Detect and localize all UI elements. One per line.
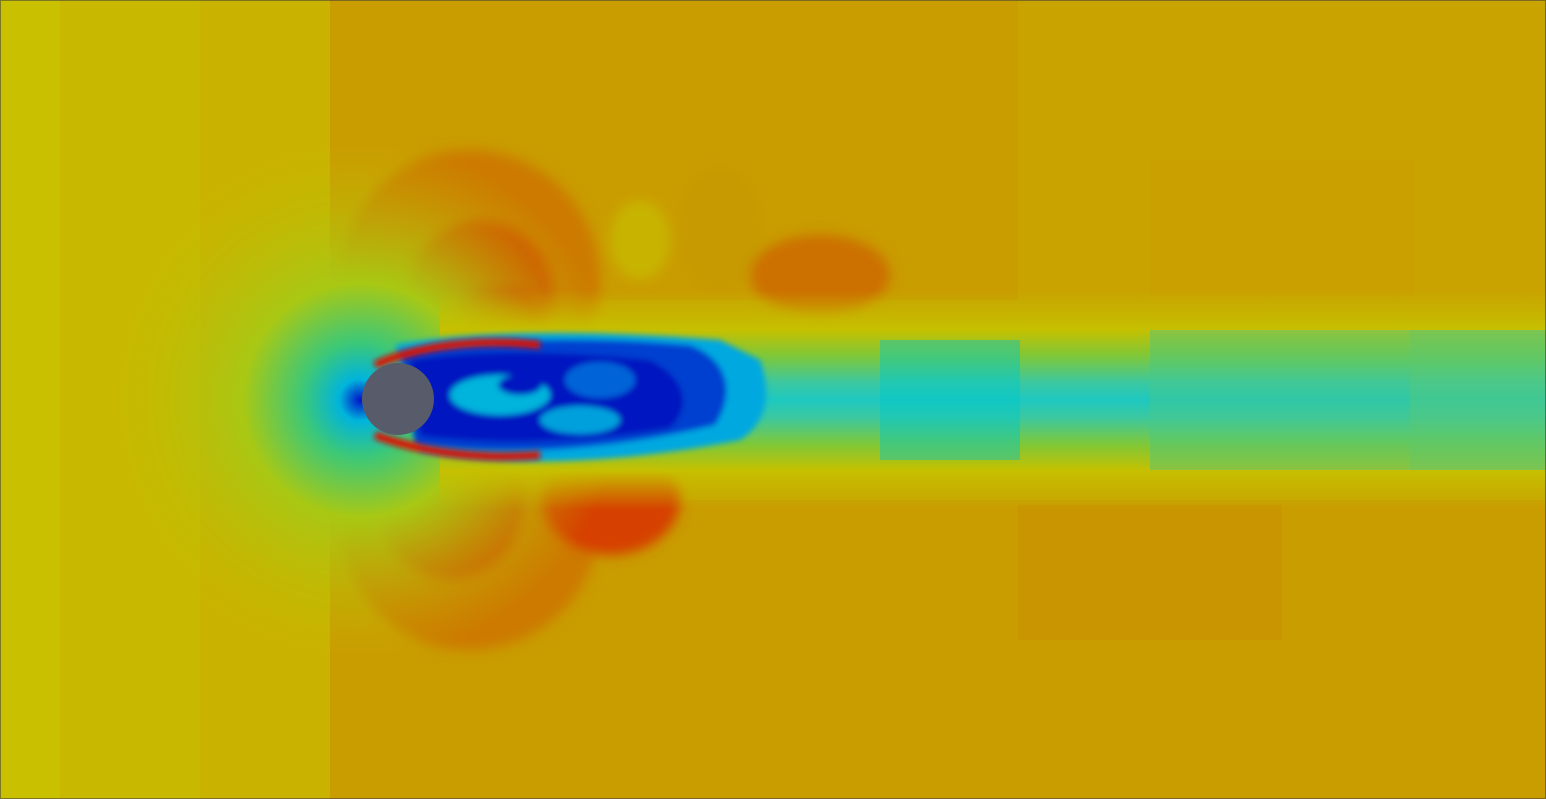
cylinder-obstacle	[362, 363, 434, 435]
upstream-stagnation	[100, 140, 620, 660]
near-wake-vortex	[395, 333, 766, 462]
